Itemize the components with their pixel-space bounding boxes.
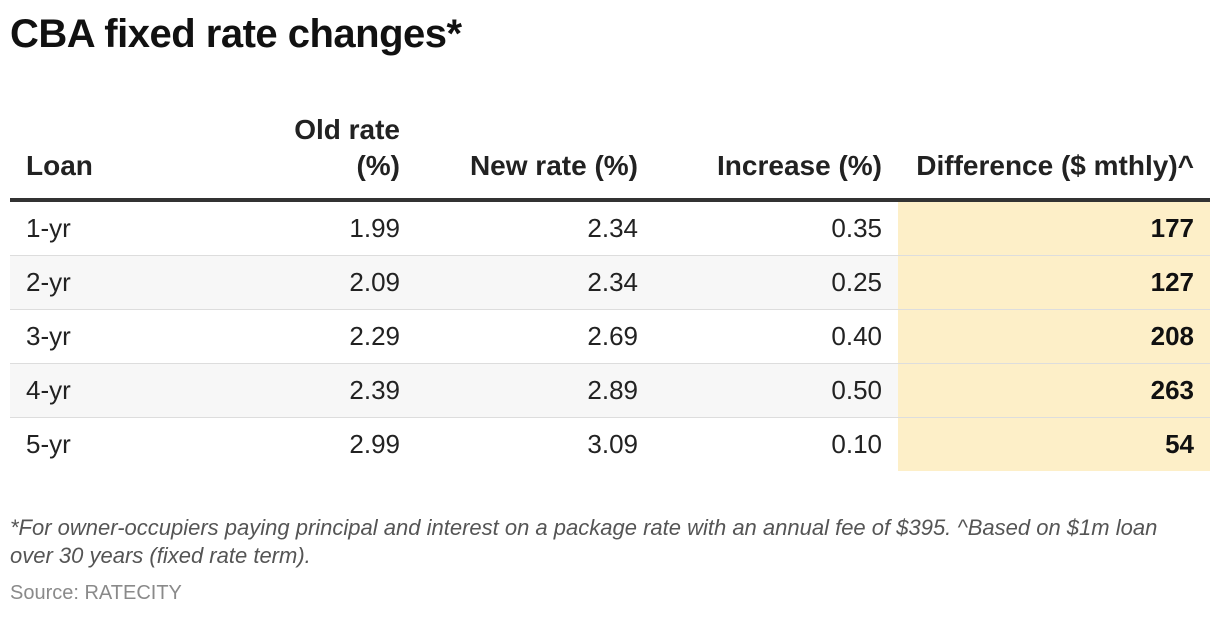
cell-increase: 0.40 (654, 310, 898, 364)
cell-loan: 1-yr (10, 200, 230, 256)
cell-difference: 208 (898, 310, 1210, 364)
cell-new-rate: 2.89 (416, 364, 654, 418)
cell-difference: 127 (898, 256, 1210, 310)
table-row: 4-yr 2.39 2.89 0.50 263 (10, 364, 1210, 418)
cell-new-rate: 3.09 (416, 418, 654, 472)
cell-new-rate: 2.69 (416, 310, 654, 364)
table-row: 5-yr 2.99 3.09 0.10 54 (10, 418, 1210, 472)
cell-loan: 4-yr (10, 364, 230, 418)
cell-loan: 5-yr (10, 418, 230, 472)
cell-new-rate: 2.34 (416, 256, 654, 310)
header-loan: Loan (10, 112, 230, 200)
cell-old-rate: 2.09 (230, 256, 416, 310)
cell-loan: 3-yr (10, 310, 230, 364)
footnote: *For owner-occupiers paying principal an… (10, 514, 1205, 570)
header-increase: Increase (%) (654, 112, 898, 200)
rates-table: Loan Old rate (%) New rate (%) Increase … (10, 112, 1210, 471)
cell-old-rate: 1.99 (230, 200, 416, 256)
cell-difference: 177 (898, 200, 1210, 256)
cell-difference: 263 (898, 364, 1210, 418)
source-credit: Source: RATECITY (10, 582, 182, 605)
cell-increase: 0.25 (654, 256, 898, 310)
cell-loan: 2-yr (10, 256, 230, 310)
header-old-rate: Old rate (%) (230, 112, 416, 200)
cell-difference: 54 (898, 418, 1210, 472)
header-row: Loan Old rate (%) New rate (%) Increase … (10, 112, 1210, 200)
table-row: 3-yr 2.29 2.69 0.40 208 (10, 310, 1210, 364)
table-row: 1-yr 1.99 2.34 0.35 177 (10, 200, 1210, 256)
cell-new-rate: 2.34 (416, 200, 654, 256)
chart-title: CBA fixed rate changes* (10, 12, 462, 57)
header-new-rate: New rate (%) (416, 112, 654, 200)
cell-old-rate: 2.99 (230, 418, 416, 472)
cell-old-rate: 2.29 (230, 310, 416, 364)
cell-increase: 0.10 (654, 418, 898, 472)
cell-increase: 0.50 (654, 364, 898, 418)
cell-increase: 0.35 (654, 200, 898, 256)
header-difference: Difference ($ mthly)^ (898, 112, 1210, 200)
table-row: 2-yr 2.09 2.34 0.25 127 (10, 256, 1210, 310)
cell-old-rate: 2.39 (230, 364, 416, 418)
